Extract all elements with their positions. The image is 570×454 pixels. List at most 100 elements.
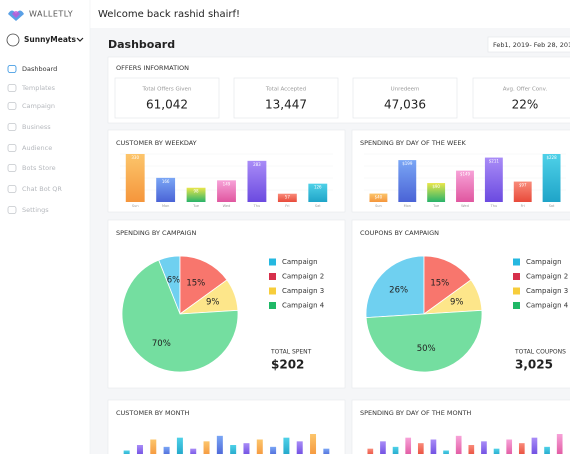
nav-icon[interactable] [7, 164, 17, 172]
x-tick-label: Mon [404, 204, 411, 208]
total-value: $202 [271, 358, 304, 372]
slice-label: 26% [389, 286, 408, 296]
legend-swatch [269, 287, 276, 295]
bar [367, 448, 374, 454]
date-picker[interactable] [487, 36, 570, 53]
total-label: TOTAL COUPONS [514, 349, 566, 356]
bar [456, 170, 474, 202]
total-value: 3,025 [515, 358, 553, 372]
nav-item[interactable]: Chat Bot QR [22, 185, 62, 193]
bar [455, 435, 462, 454]
nav-item[interactable]: Audience [22, 144, 52, 152]
bar [518, 443, 525, 454]
x-tick-label: Sun [375, 204, 382, 208]
legend-swatch [269, 302, 276, 309]
nav-item[interactable]: Bots Store [22, 164, 56, 172]
bar [417, 443, 424, 454]
bar [296, 441, 303, 454]
nav-item[interactable]: Settings [22, 206, 49, 214]
legend-label: Campaign 2 [526, 273, 568, 281]
nav-icon[interactable] [7, 185, 17, 193]
bar [136, 445, 143, 454]
date-range[interactable]: Feb1, 2019- Feb 28, 2019 [493, 41, 570, 49]
pie-slice [179, 255, 228, 315]
bar [544, 446, 550, 454]
account-avatar[interactable] [6, 33, 20, 47]
offer-value: 61,042 [146, 98, 188, 112]
bar [380, 441, 386, 454]
bar [481, 441, 487, 454]
offer-box [472, 77, 570, 119]
bar [369, 193, 388, 202]
sidebar [0, 0, 90, 454]
x-tick-label: Fri [285, 204, 289, 208]
chart-title: COUPONS BY CAMPAIGN [360, 229, 439, 237]
bar-value-label: $90 [432, 184, 440, 189]
bar [277, 193, 297, 202]
x-tick-label: Thu [253, 204, 261, 208]
nav-item[interactable]: Business [22, 123, 51, 131]
offer-label: Total Offers Given [142, 87, 192, 93]
bar [556, 434, 563, 454]
chart-title: SPENDING BY DAY OF THE MONTH [360, 409, 471, 417]
legend-label: Campaign 4 [526, 302, 569, 310]
offer-value: 13,447 [265, 98, 307, 112]
bar [156, 177, 176, 202]
brand: WALLETLY [29, 10, 73, 19]
x-tick-label: Fri [521, 204, 525, 208]
bar [506, 439, 513, 454]
slice-label: 70% [152, 339, 171, 349]
offer-label: Unredeem [391, 87, 420, 93]
bar [283, 437, 290, 454]
x-tick-label: Sat [549, 204, 555, 208]
nav-item[interactable]: Campaign [22, 102, 55, 110]
slice-label: 15% [430, 278, 449, 288]
bar-value-label: $199 [402, 161, 413, 166]
pie-slice [365, 309, 483, 373]
offer-box [352, 77, 458, 119]
bar [542, 154, 561, 202]
nav-icon[interactable] [7, 123, 17, 131]
legend-label: Campaign [282, 258, 318, 266]
x-tick-label: Wed [461, 204, 469, 208]
slice-label: 6% [167, 275, 181, 285]
welcome: Welcome back rashid shairf! [98, 9, 240, 20]
chart-title: CUSTOMER BY WEEKDAY [116, 139, 197, 147]
chart-title: SPENDING BY DAY OF THE WEEK [360, 139, 467, 147]
bar [230, 445, 237, 454]
offer-value: 47,036 [384, 98, 426, 112]
slice-label: 50% [417, 344, 436, 354]
nav-icon[interactable] [7, 102, 17, 110]
bar [186, 187, 206, 202]
nav-icon[interactable] [7, 144, 17, 152]
bar-value-label: 57 [285, 195, 291, 200]
nav-icon[interactable] [7, 206, 17, 214]
chart-title: SPENDING BY CAMPAIGN [116, 229, 197, 237]
bar-value-label: 330 [131, 155, 139, 160]
offers-title: OFFERS INFORMATION [116, 64, 189, 72]
nav-item[interactable]: Templates [21, 84, 56, 92]
nav-icon[interactable] [7, 84, 17, 92]
bar [150, 439, 157, 454]
bar-value-label: 126 [314, 185, 322, 190]
bar [468, 445, 475, 454]
bar [270, 446, 277, 454]
legend-swatch [513, 258, 520, 266]
bar-value-label: 149 [223, 181, 231, 186]
offer-box [233, 77, 339, 119]
bar [163, 446, 170, 454]
bar [405, 437, 412, 454]
account-name[interactable]: SunnyMeats [24, 35, 77, 44]
bar [256, 439, 263, 454]
bar [203, 441, 210, 454]
top-bar [0, 0, 570, 28]
x-tick-label: Sun [132, 204, 139, 208]
legend-label: Campaign 4 [282, 302, 325, 310]
account-dropdown[interactable] [76, 37, 84, 42]
nav-item[interactable]: Dashboard [22, 65, 57, 73]
bar [484, 157, 503, 202]
legend-label: Campaign 2 [282, 273, 324, 281]
offer-value: 22% [512, 98, 539, 112]
nav-icon[interactable] [7, 65, 17, 73]
